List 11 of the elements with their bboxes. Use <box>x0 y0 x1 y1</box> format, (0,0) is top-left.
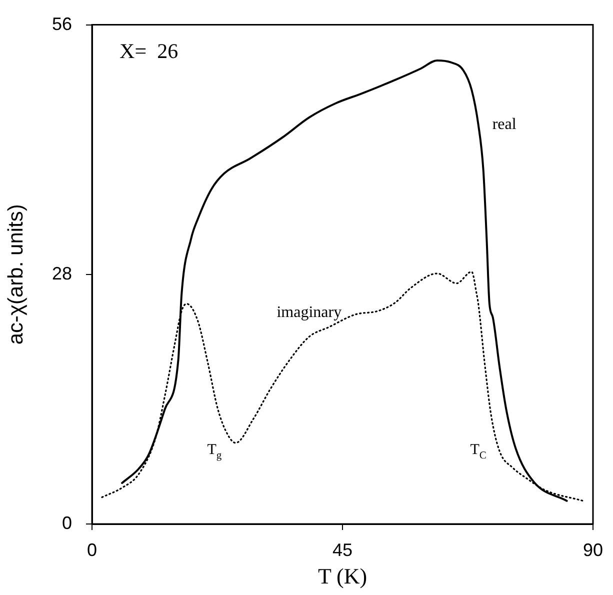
x-axis-title: T (K) <box>318 564 368 589</box>
x-tick-label: 45 <box>332 540 353 560</box>
y-tick-label: 28 <box>52 263 72 284</box>
annotation: X= 26 <box>120 39 178 64</box>
y-tick-label: 0 <box>62 512 72 533</box>
series-label: real <box>492 116 517 133</box>
series-label: imaginary <box>276 304 342 322</box>
y-tick-label: 56 <box>52 14 72 34</box>
y-axis-title: ac-χ(arb. units) <box>4 204 28 345</box>
x-tick-label: 90 <box>582 540 604 560</box>
x-tick-label: 0 <box>86 540 98 560</box>
